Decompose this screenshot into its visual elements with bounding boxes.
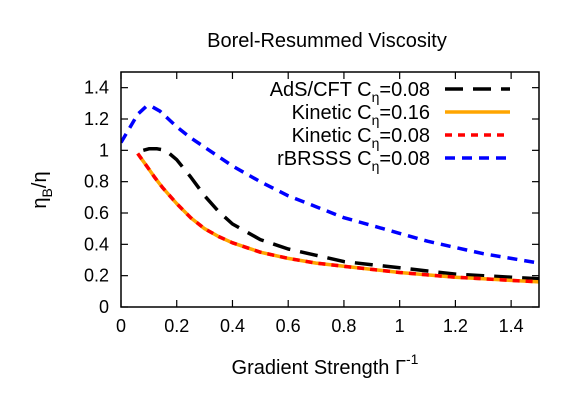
y-axis-label-subscript: B xyxy=(39,188,55,197)
x-tick-label: 0 xyxy=(116,316,126,336)
y-axis: 0 0.2 0.4 0.6 0.8 1 1.2 1.4 xyxy=(84,78,539,317)
legend-label-main: Kinetic C xyxy=(292,102,372,124)
legend-label-value: =0.08 xyxy=(379,125,430,147)
legend-label-value: =0.16 xyxy=(379,102,430,124)
series-layer xyxy=(121,104,539,284)
legend-label-2: Kinetic Cη=0.08 xyxy=(292,125,430,151)
x-axis-label: Gradient Strength Γ-1 xyxy=(232,351,419,379)
x-tick-label: 0.4 xyxy=(220,316,245,336)
x-tick-label: 1 xyxy=(395,316,405,336)
series-line-3 xyxy=(121,104,539,265)
legend-label-1: Kinetic Cη=0.16 xyxy=(292,102,430,128)
legend-label-0: AdS/CFT Cη=0.08 xyxy=(270,79,430,105)
y-tick-label: 0 xyxy=(99,297,109,317)
y-tick-label: 1 xyxy=(99,140,109,160)
series-line-1 xyxy=(136,152,539,284)
legend-label-main: rBRSSS C xyxy=(277,148,371,170)
series-line-0 xyxy=(142,147,539,281)
legend-label-subscript: η xyxy=(372,135,380,151)
x-tick-label: 1.2 xyxy=(443,316,468,336)
legend-label-subscript: η xyxy=(372,112,380,128)
y-tick-label: 1.4 xyxy=(84,78,109,98)
x-tick-label: 0.2 xyxy=(164,316,189,336)
legend-label-main: AdS/CFT C xyxy=(270,79,372,101)
y-tick-label: 0.4 xyxy=(84,234,109,254)
x-axis-label-superscript: -1 xyxy=(406,351,419,367)
y-tick-label: 0.8 xyxy=(84,172,109,192)
legend-label-value: =0.08 xyxy=(379,79,430,101)
chart-title: Borel-Resummed Viscosity xyxy=(207,30,447,52)
y-axis-label-tail: /η xyxy=(29,171,51,188)
legend-label-subscript: η xyxy=(372,158,380,174)
legend-label-subscript: η xyxy=(372,89,380,105)
plot-frame xyxy=(120,71,540,308)
x-tick-label: 0.6 xyxy=(276,316,301,336)
y-tick-label: 0.2 xyxy=(84,266,109,286)
y-tick-label: 0.6 xyxy=(84,203,109,223)
x-axis: 0 0.2 0.4 0.6 0.8 1 1.2 1.4 xyxy=(116,72,524,336)
legend-label-value: =0.08 xyxy=(379,148,430,170)
y-tick-label: 1.2 xyxy=(84,109,109,129)
x-tick-label: 0.8 xyxy=(331,316,356,336)
y-axis-label: ηB/η xyxy=(29,171,55,208)
legend-label-3: rBRSSS Cη=0.08 xyxy=(277,148,430,174)
x-tick-label: 1.4 xyxy=(499,316,524,336)
legend-label-main: Kinetic C xyxy=(292,125,372,147)
y-axis-label-main: η xyxy=(29,197,51,208)
series-line-2 xyxy=(136,152,539,284)
x-axis-label-main: Gradient Strength Γ xyxy=(232,357,406,379)
